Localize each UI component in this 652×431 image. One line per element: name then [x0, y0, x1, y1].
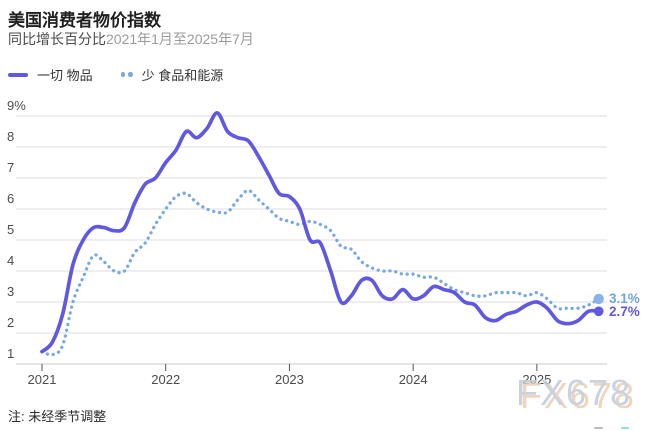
y-axis-label: 6	[7, 191, 15, 206]
series-line-all-items	[40, 111, 601, 354]
series-line-core	[40, 188, 601, 357]
x-axis-label: 2024	[398, 372, 428, 387]
y-axis-label: 9%	[7, 98, 26, 113]
y-axis-label: 8	[7, 129, 15, 144]
y-axis-label: 3	[7, 284, 15, 299]
end-value-label-all-items: 2.7%	[609, 304, 640, 320]
legend-item-all-items: 一切 物品	[8, 65, 93, 84]
y-axis-label: 2	[7, 315, 15, 330]
solid-line-swatch-icon	[8, 72, 28, 77]
legend-label-all-items: 一切 物品	[37, 68, 93, 83]
legend: 一切 物品 少 食品和能源	[8, 65, 223, 84]
subtitle-date-range: 2021年1月至2025年7月	[106, 31, 254, 47]
y-axis-label: 4	[7, 253, 15, 268]
x-axis-label: 2023	[274, 372, 304, 387]
x-axis-label: 2021	[27, 372, 57, 387]
legend-label-core: 少 食品和能源	[141, 68, 224, 83]
y-axis-label: 1	[7, 346, 15, 361]
chart-title: 美国消费者物价指数	[8, 11, 161, 30]
legend-item-core: 少 食品和能源	[120, 65, 224, 84]
y-axis-label: 5	[7, 222, 15, 237]
y-axis-label: 7	[7, 160, 15, 175]
x-axis-label: 2022	[151, 372, 181, 387]
corner-artifact-mint	[621, 427, 629, 429]
footnote: 注: 未经季节调整	[8, 409, 107, 424]
dotted-line-swatch-icon	[120, 72, 133, 77]
end-value-label-core: 3.1%	[609, 290, 640, 306]
chart-subtitle: 同比增长百分比2021年1月至2025年7月	[8, 29, 254, 49]
end-dot-core	[593, 293, 604, 305]
subtitle-measure: 同比增长百分比	[8, 31, 106, 47]
corner-artifact-gray	[594, 427, 603, 429]
watermark: FX678	[516, 372, 633, 413]
x-axis-label: 2025	[522, 372, 552, 387]
end-dot-all-items	[593, 306, 604, 317]
